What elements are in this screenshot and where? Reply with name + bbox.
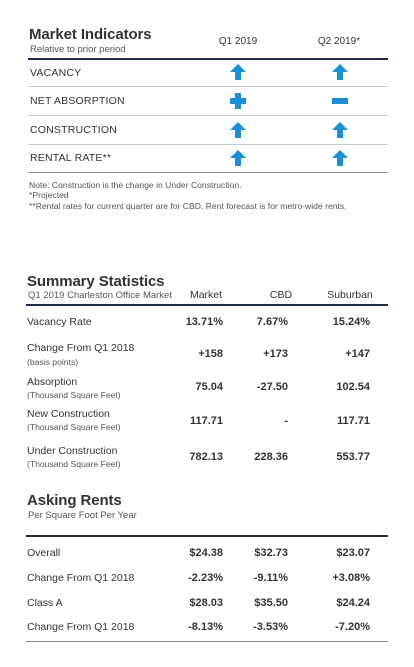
value-market: +158 — [198, 348, 223, 360]
section-rule — [26, 304, 388, 306]
summary-title: Summary Statistics — [27, 273, 165, 290]
value-market: 13.71% — [185, 316, 223, 328]
column-header-market: Market — [189, 289, 223, 301]
value-suburban: 15.24% — [332, 316, 370, 328]
row-label-under-construction: Under Construction — [27, 445, 118, 457]
value-cbd: -9.11% — [253, 572, 288, 584]
value-suburban: $23.07 — [336, 547, 370, 559]
section-rule — [26, 535, 388, 537]
asking-rents-title: Asking Rents — [27, 492, 122, 509]
note-rental-rates: **Rental rates for current quarter are f… — [29, 200, 347, 211]
value-suburban: +147 — [345, 348, 370, 360]
row-label-vacancy-rate: Vacancy Rate — [27, 316, 92, 328]
indicator-label-rental-rate: RENTAL RATE** — [30, 152, 112, 164]
row-label-change-bp: Change From Q1 2018 — [27, 342, 135, 354]
row-sublabel-thousand-sf: (Thousand Square Feet) — [27, 390, 121, 400]
minus-icon — [332, 98, 348, 104]
arrow-up-icon — [230, 150, 246, 166]
value-cbd: $35.50 — [254, 597, 288, 609]
row-sublabel-thousand-sf: (Thousand Square Feet) — [27, 422, 121, 432]
note-construction: Note: Construction is the change in Unde… — [29, 180, 242, 190]
value-cbd: -3.53% — [253, 621, 288, 633]
row-sublabel-basis-points: (basis points) — [27, 357, 79, 367]
column-header-q2: Q2 2019* — [317, 36, 361, 47]
value-cbd: - — [284, 415, 288, 427]
value-market: 75.04 — [195, 381, 223, 393]
arrow-up-icon — [332, 64, 348, 80]
row-label-class-a: Class A — [27, 597, 63, 609]
section-rule — [28, 58, 388, 60]
row-label-overall: Overall — [27, 547, 61, 559]
value-cbd: 228.36 — [254, 451, 288, 463]
arrow-up-icon — [230, 122, 246, 138]
row-sublabel-thousand-sf: (Thousand Square Feet) — [27, 459, 121, 469]
value-cbd: +173 — [263, 348, 288, 360]
value-market: $24.38 — [189, 547, 223, 559]
value-suburban: +3.08% — [332, 572, 370, 584]
market-indicators-subtitle: Relative to prior period — [30, 44, 126, 55]
arrow-up-icon — [230, 64, 246, 80]
value-suburban: $24.24 — [336, 597, 370, 609]
note-projected: *Projected — [29, 190, 69, 201]
value-suburban: -7.20% — [335, 621, 370, 633]
value-cbd: $32.73 — [254, 547, 288, 559]
summary-subtitle: Q1 2019 Charleston Office Market — [28, 290, 172, 301]
indicator-label-construction: CONSTRUCTION — [30, 124, 117, 136]
indicator-label-vacancy: VACANCY — [30, 67, 82, 79]
row-divider — [28, 144, 388, 145]
arrow-up-icon — [332, 150, 348, 166]
value-market: -8.13% — [188, 621, 223, 633]
column-header-cbd: CBD — [269, 289, 293, 301]
row-label-change-overall: Change From Q1 2018 — [27, 572, 135, 584]
row-label-new-construction: New Construction — [27, 408, 110, 420]
indicator-label-net-absorption: NET ABSORPTION — [30, 95, 125, 107]
section-rule — [28, 172, 388, 173]
value-suburban: 117.71 — [336, 415, 370, 427]
row-label-absorption: Absorption — [27, 376, 78, 388]
value-suburban: 553.77 — [336, 451, 370, 463]
value-cbd: 7.67% — [256, 316, 288, 328]
row-divider — [28, 115, 388, 116]
column-header-q1: Q1 2019 — [218, 36, 258, 47]
value-market: 117.71 — [189, 415, 223, 427]
value-market: 782.13 — [189, 451, 223, 463]
value-market: -2.23% — [188, 572, 223, 584]
value-cbd: -27.50 — [256, 381, 288, 393]
asking-rents-subtitle: Per Square Foot Per Year — [28, 510, 137, 521]
notes: Note: Construction is the change in Unde… — [29, 180, 399, 211]
value-market: $28.03 — [189, 597, 223, 609]
arrow-up-icon — [332, 122, 348, 138]
row-divider — [28, 86, 388, 87]
column-header-suburban: Suburban — [327, 289, 373, 301]
row-label-change-class-a: Change From Q1 2018 — [27, 621, 135, 633]
section-rule — [26, 641, 388, 642]
market-indicators-title: Market Indicators — [29, 26, 152, 43]
value-suburban: 102.54 — [336, 381, 370, 393]
plus-icon — [230, 93, 246, 109]
